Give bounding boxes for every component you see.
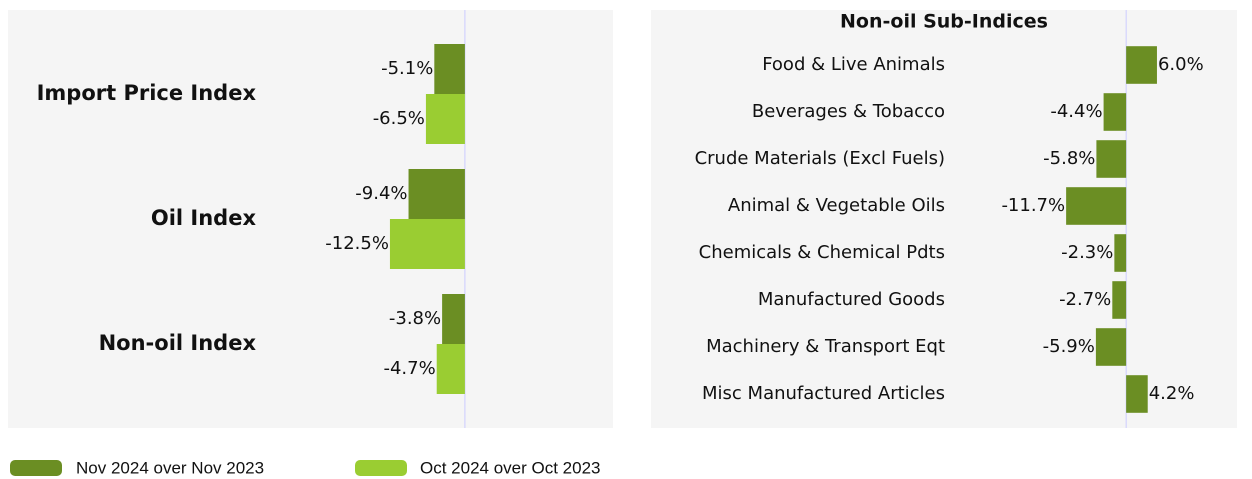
category-label: Non-oil Index bbox=[99, 331, 257, 355]
legend-label: Oct 2024 over Oct 2023 bbox=[420, 458, 601, 477]
value-label: -5.9% bbox=[1043, 336, 1095, 357]
legend-label: Nov 2024 over Nov 2023 bbox=[76, 458, 264, 477]
bar bbox=[389, 219, 465, 269]
bar bbox=[1103, 93, 1127, 131]
value-label: -2.3% bbox=[1061, 242, 1113, 263]
bar bbox=[442, 294, 465, 344]
value-label: 4.2% bbox=[1149, 383, 1195, 404]
value-label: -4.7% bbox=[383, 358, 435, 379]
category-label: Crude Materials (Excl Fuels) bbox=[695, 148, 945, 169]
value-label: -11.7% bbox=[1001, 195, 1065, 216]
bar bbox=[1066, 187, 1127, 225]
category-label: Chemicals & Chemical Pdts bbox=[699, 242, 945, 263]
legend-swatch bbox=[10, 460, 62, 476]
legend-swatch bbox=[355, 460, 407, 476]
value-label: -5.1% bbox=[381, 58, 433, 79]
category-label: Oil Index bbox=[151, 206, 257, 230]
value-label: -9.4% bbox=[355, 183, 407, 204]
category-label: Manufactured Goods bbox=[758, 289, 945, 310]
bar bbox=[1112, 281, 1127, 319]
bar bbox=[1096, 140, 1127, 178]
category-label: Animal & Vegetable Oils bbox=[728, 195, 945, 216]
category-label: Beverages & Tobacco bbox=[752, 101, 945, 122]
chart-title: Non-oil Sub-Indices bbox=[840, 11, 1048, 33]
value-label: -4.4% bbox=[1050, 101, 1102, 122]
category-label: Import Price Index bbox=[37, 81, 257, 105]
bar bbox=[408, 169, 465, 219]
category-label: Misc Manufactured Articles bbox=[702, 383, 945, 404]
bar bbox=[436, 344, 465, 394]
value-label: -6.5% bbox=[373, 108, 425, 129]
value-label: -12.5% bbox=[325, 233, 389, 254]
value-label: -3.8% bbox=[389, 308, 441, 329]
value-label: 6.0% bbox=[1158, 54, 1204, 75]
bar bbox=[1095, 328, 1127, 366]
panel bbox=[8, 10, 613, 428]
bar bbox=[434, 44, 465, 94]
value-label: -5.8% bbox=[1043, 148, 1095, 169]
category-label: Machinery & Transport Eqt bbox=[706, 336, 945, 357]
bar bbox=[1114, 234, 1127, 272]
value-label: -2.7% bbox=[1059, 289, 1111, 310]
category-label: Food & Live Animals bbox=[762, 54, 945, 75]
bar bbox=[1126, 46, 1157, 84]
bar bbox=[1126, 375, 1148, 413]
bar bbox=[425, 94, 465, 144]
